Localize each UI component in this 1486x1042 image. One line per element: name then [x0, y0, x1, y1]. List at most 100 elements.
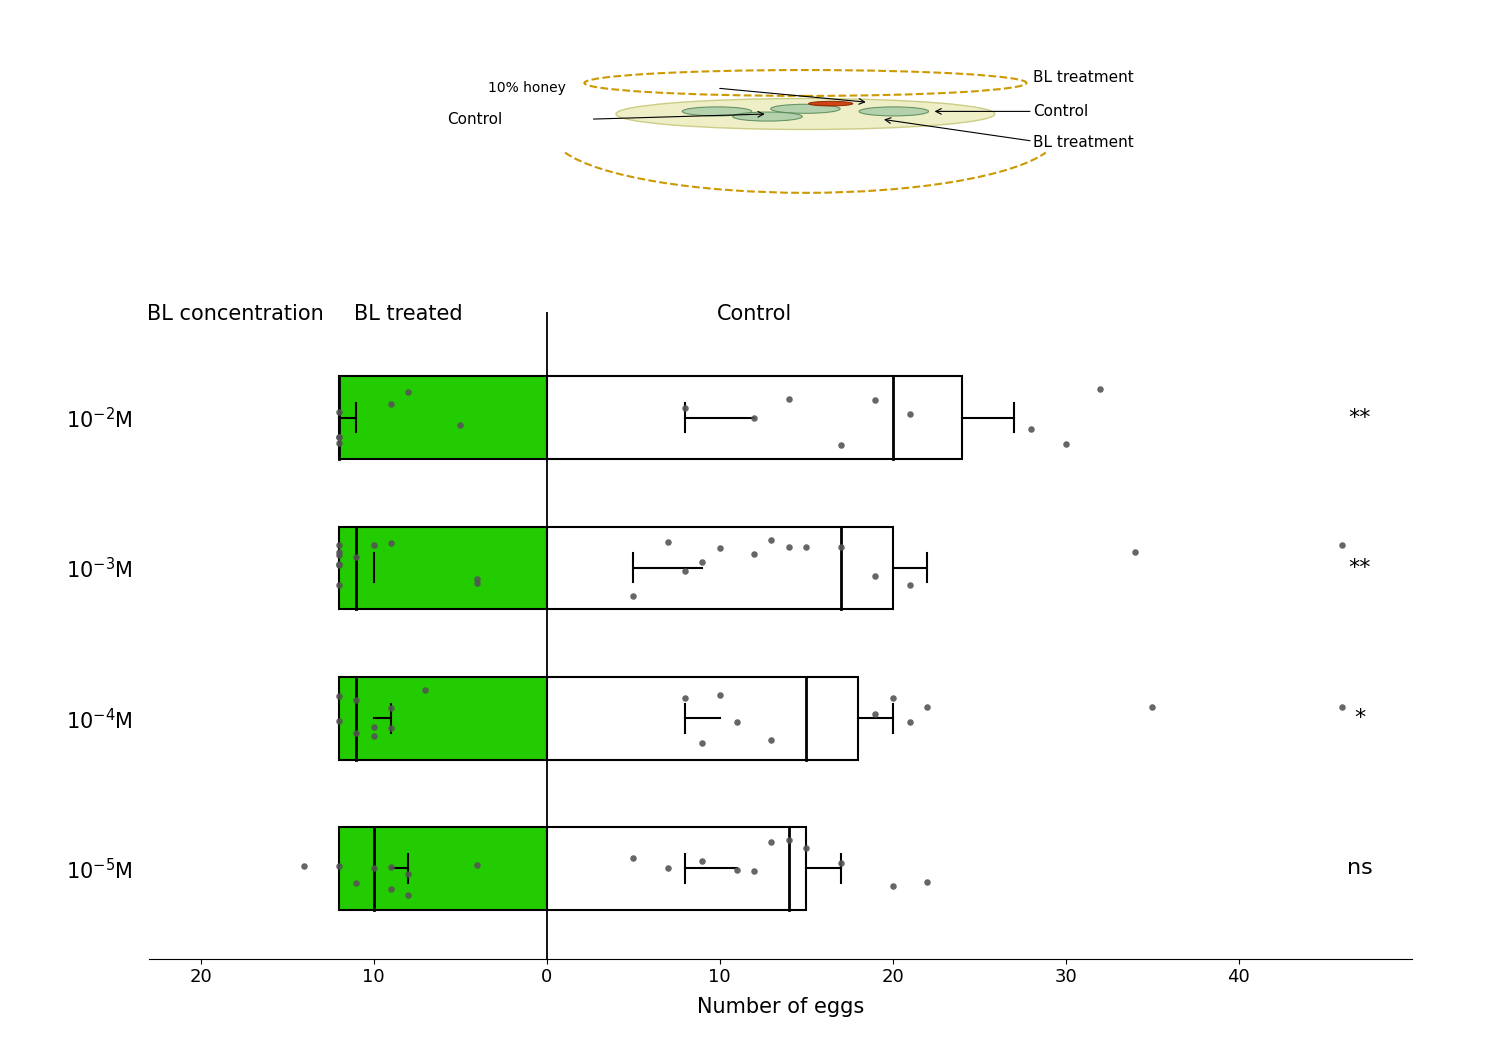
Point — [397, 887, 421, 903]
Point — [465, 857, 489, 873]
Point — [743, 546, 767, 563]
Point — [743, 410, 767, 426]
Point — [881, 690, 905, 706]
Point — [777, 539, 801, 555]
Point — [863, 568, 887, 585]
Point — [1330, 698, 1354, 715]
Point — [327, 688, 351, 704]
Bar — [339, 526, 547, 610]
Point — [621, 850, 645, 867]
Point — [898, 714, 921, 730]
Point — [829, 539, 853, 555]
Bar — [339, 376, 547, 458]
Point — [1088, 381, 1112, 398]
Point — [794, 539, 817, 555]
Point — [881, 877, 905, 894]
Point — [759, 532, 783, 549]
Point — [327, 429, 351, 446]
Text: 10% honey: 10% honey — [487, 81, 565, 95]
Point — [293, 858, 317, 874]
Point — [465, 571, 489, 588]
Point — [655, 534, 679, 550]
Point — [345, 724, 369, 741]
Point — [673, 563, 697, 579]
Point — [327, 544, 351, 561]
Point — [898, 576, 921, 593]
Point — [379, 535, 403, 551]
Point — [673, 399, 697, 416]
Point — [379, 396, 403, 413]
Text: Control: Control — [447, 111, 502, 127]
Point — [829, 854, 853, 871]
Point — [915, 698, 939, 715]
Point — [379, 859, 403, 875]
Point — [1123, 543, 1147, 560]
Point — [361, 718, 385, 735]
Point — [777, 833, 801, 849]
X-axis label: Number of eggs: Number of eggs — [697, 997, 863, 1017]
Point — [777, 391, 801, 407]
Point — [863, 705, 887, 722]
Ellipse shape — [808, 101, 853, 106]
Text: ns: ns — [1346, 859, 1373, 878]
Point — [794, 840, 817, 857]
Text: Control: Control — [716, 304, 792, 324]
Point — [863, 392, 887, 408]
Point — [361, 860, 385, 876]
Point — [379, 700, 403, 717]
Point — [915, 874, 939, 891]
Point — [621, 588, 645, 604]
Point — [707, 687, 731, 703]
Bar — [339, 677, 547, 760]
Point — [361, 537, 385, 553]
Point — [397, 866, 421, 883]
Point — [759, 834, 783, 850]
Point — [1330, 537, 1354, 553]
Point — [725, 714, 749, 730]
Point — [898, 405, 921, 422]
Point — [1140, 699, 1164, 716]
Text: BL treated: BL treated — [354, 304, 462, 324]
Point — [361, 727, 385, 744]
Point — [327, 555, 351, 572]
Point — [379, 880, 403, 897]
Point — [327, 403, 351, 420]
Text: BL treatment: BL treatment — [1033, 134, 1134, 150]
Bar — [547, 376, 961, 458]
Point — [327, 858, 351, 874]
Point — [397, 383, 421, 400]
Point — [327, 435, 351, 451]
Point — [759, 731, 783, 748]
Point — [449, 417, 473, 433]
Text: BL concentration: BL concentration — [147, 304, 324, 324]
Point — [327, 429, 351, 446]
Point — [673, 690, 697, 706]
Point — [829, 437, 853, 453]
Point — [691, 553, 715, 570]
Bar — [339, 827, 547, 910]
Point — [743, 863, 767, 879]
Ellipse shape — [859, 107, 929, 116]
Point — [379, 719, 403, 736]
Point — [691, 853, 715, 870]
Bar — [547, 827, 805, 910]
Point — [345, 549, 369, 566]
Point — [413, 681, 437, 698]
Point — [327, 713, 351, 729]
Point — [691, 735, 715, 751]
Ellipse shape — [617, 99, 996, 129]
Point — [327, 576, 351, 593]
Bar — [547, 677, 857, 760]
Point — [707, 539, 731, 555]
Point — [327, 547, 351, 564]
Text: **: ** — [1348, 557, 1372, 578]
Text: *: * — [1354, 709, 1366, 728]
Point — [465, 574, 489, 591]
Point — [1019, 421, 1043, 438]
Point — [345, 692, 369, 709]
Point — [327, 537, 351, 553]
Ellipse shape — [771, 104, 840, 114]
Ellipse shape — [682, 107, 752, 116]
Point — [327, 556, 351, 573]
Point — [1054, 436, 1077, 452]
